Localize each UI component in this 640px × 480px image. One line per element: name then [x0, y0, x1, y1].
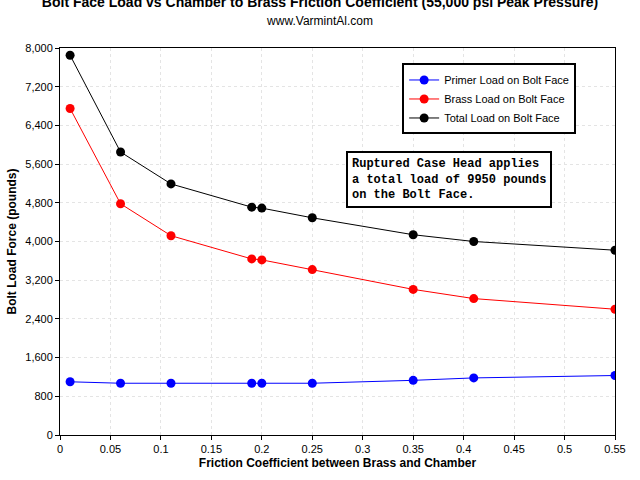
svg-text:Total Load on Bolt Face: Total Load on Bolt Face — [444, 112, 560, 124]
svg-text:0.15: 0.15 — [201, 443, 222, 455]
svg-text:800: 800 — [34, 390, 52, 402]
svg-text:Ruptured Case Head appliesa to: Ruptured Case Head appliesa total load o… — [352, 157, 546, 202]
svg-text:0.4: 0.4 — [456, 443, 471, 455]
svg-text:4,800: 4,800 — [25, 197, 53, 209]
svg-text:0.35: 0.35 — [402, 443, 423, 455]
svg-text:0.45: 0.45 — [503, 443, 524, 455]
svg-text:4,000: 4,000 — [25, 235, 53, 247]
svg-text:Brass Load on Bolt Face: Brass Load on Bolt Face — [444, 93, 564, 105]
svg-text:0.25: 0.25 — [302, 443, 323, 455]
svg-text:2,400: 2,400 — [25, 313, 53, 325]
svg-text:0: 0 — [47, 429, 53, 441]
svg-text:0.1: 0.1 — [153, 443, 168, 455]
svg-text:Bolt Load Force (pounds): Bolt Load Force (pounds) — [5, 169, 19, 315]
svg-text:Primer Load on Bolt Face: Primer Load on Bolt Face — [444, 74, 569, 86]
svg-text:0.5: 0.5 — [557, 443, 572, 455]
svg-text:1,600: 1,600 — [25, 351, 53, 363]
svg-text:0.3: 0.3 — [355, 443, 370, 455]
svg-text:0.55: 0.55 — [604, 443, 625, 455]
svg-text:Bolt Face Load vs Chamber to B: Bolt Face Load vs Chamber to Brass Frict… — [42, 0, 598, 28]
svg-text:5,600: 5,600 — [25, 158, 53, 170]
svg-text:0: 0 — [57, 443, 63, 455]
svg-text:Friction Coefficient between B: Friction Coefficient between Brass and C… — [199, 456, 477, 470]
svg-text:3,200: 3,200 — [25, 274, 53, 286]
svg-text:0.05: 0.05 — [100, 443, 121, 455]
svg-text:6,400: 6,400 — [25, 119, 53, 131]
svg-text:7,200: 7,200 — [25, 81, 53, 93]
svg-text:8,000: 8,000 — [25, 42, 53, 54]
svg-text:0.2: 0.2 — [254, 443, 269, 455]
